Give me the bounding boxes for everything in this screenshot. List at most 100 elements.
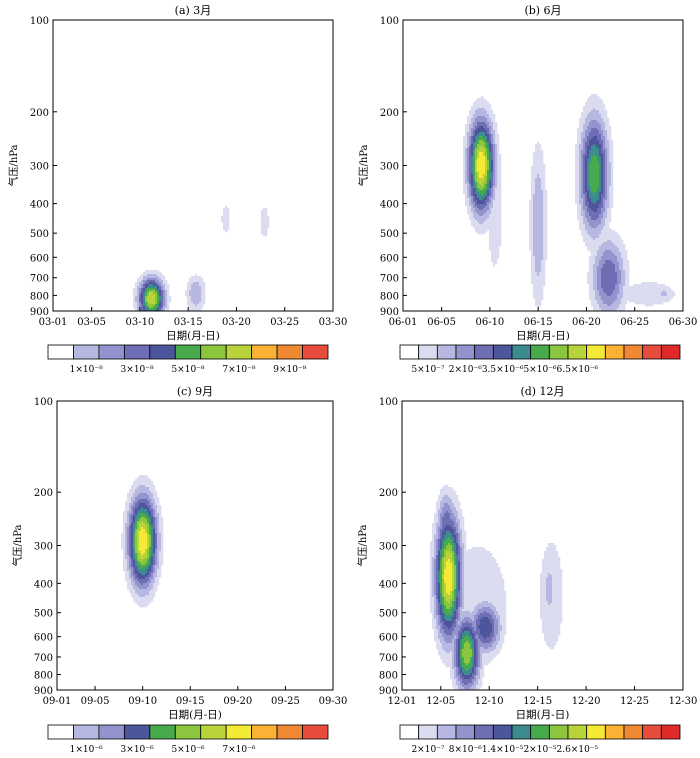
colorbar-label: 5×10⁻⁷ xyxy=(411,365,444,375)
colorbar-cell xyxy=(567,344,588,360)
colorbar-cell xyxy=(123,724,151,740)
colorbar-cell xyxy=(174,344,202,360)
colorbar-cell xyxy=(548,724,569,740)
colorbar-cell xyxy=(174,724,202,740)
colorbar-label: 2.6×10⁻⁵ xyxy=(556,745,598,755)
colorbar-label: 3×10⁻⁶ xyxy=(121,745,154,755)
colorbar-cell xyxy=(276,344,303,360)
y-tick-label: 800 xyxy=(34,671,53,682)
y-tick-label: 400 xyxy=(380,200,399,211)
colorbar-cell xyxy=(530,344,550,360)
y-tick-label: 600 xyxy=(30,253,49,264)
colorbar-label: 2×10⁻⁶ xyxy=(449,365,482,375)
y-tick-label: 700 xyxy=(30,274,49,285)
x-tick-label: 09-01 xyxy=(43,696,72,707)
colorbar-cell xyxy=(251,344,278,360)
colorbar-cell xyxy=(604,344,625,360)
panel-09: (c) 9月 100 200 300 400 500 600 700 800 900 气压/hPa 0… xyxy=(11,385,347,755)
colorbar-label: 2×10⁻⁵ xyxy=(523,745,556,755)
y-tick-label: 200 xyxy=(30,108,49,119)
y-tick-label: 100 xyxy=(34,397,53,408)
panel-title: (c) 9月 xyxy=(177,385,213,398)
colorbar-cell xyxy=(660,724,681,740)
heatmap-field xyxy=(463,94,676,311)
y-tick-label: 100 xyxy=(379,397,398,408)
x-tick-label: 12-05 xyxy=(426,696,455,707)
y-tick-label: 600 xyxy=(379,633,398,644)
y-axis-label: 气压/hPa xyxy=(357,144,370,186)
colorbar-cell xyxy=(98,344,125,360)
y-tick-label: 500 xyxy=(379,609,398,620)
heatmap-field xyxy=(430,485,563,690)
colorbar-cell xyxy=(455,344,476,360)
colorbar-cell xyxy=(548,344,569,360)
colorbar-cell xyxy=(73,344,100,360)
colorbar-cell xyxy=(530,724,550,740)
y-tick-label: 300 xyxy=(34,542,53,553)
colorbar-label: 5×10⁻⁶ xyxy=(523,365,556,375)
x-tick-label: 12-30 xyxy=(669,696,698,707)
colorbar-cell xyxy=(302,344,329,360)
x-tick-label: 09-25 xyxy=(271,696,300,707)
colorbar-cell xyxy=(149,724,176,740)
colorbar-cell xyxy=(418,724,438,740)
x-tick-label: 03-01 xyxy=(39,317,68,328)
colorbar-cell xyxy=(586,724,606,740)
x-tick-label: 03-30 xyxy=(319,317,348,328)
colorbar-cell xyxy=(492,724,513,740)
colorbar-cell xyxy=(200,724,227,740)
x-tick-label: 06-20 xyxy=(572,317,601,328)
y-tick-label: 100 xyxy=(380,16,399,27)
y-tick-label: 200 xyxy=(379,488,398,499)
colorbar-label: 5×10⁻⁶ xyxy=(171,745,204,755)
x-tick-label: 06-25 xyxy=(620,317,649,328)
colorbar-cell xyxy=(604,724,625,740)
colorbar-cell xyxy=(302,724,329,740)
colorbar-cell xyxy=(200,344,227,360)
colorbar-label: 5×10⁻⁸ xyxy=(171,365,204,375)
y-tick-label: 600 xyxy=(34,633,53,644)
panel-title: (d) 12月 xyxy=(520,385,564,398)
x-tick-label: 09-30 xyxy=(319,696,348,707)
colorbar-cell xyxy=(225,344,253,360)
colorbar-cell xyxy=(474,724,494,740)
x-tick-label: 06-05 xyxy=(427,317,456,328)
x-tick-label: 03-25 xyxy=(270,317,299,328)
y-tick-label: 800 xyxy=(379,671,398,682)
colorbar-cell xyxy=(418,344,438,360)
colorbar-cell xyxy=(251,724,278,740)
y-tick-label: 500 xyxy=(380,229,399,240)
y-tick-label: 100 xyxy=(30,16,49,27)
y-tick-label: 900 xyxy=(30,307,49,318)
colorbar: 5×10⁻⁷ 2×10⁻⁶ 3.5×10⁻⁶ 5×10⁻⁶ 6.5×10⁻⁶ xyxy=(399,344,681,375)
colorbar-label: 2×10⁻⁷ xyxy=(411,745,444,755)
colorbar-cell xyxy=(623,724,644,740)
heatmap-field xyxy=(133,206,270,311)
y-tick-label: 300 xyxy=(30,162,49,173)
x-tick-label: 12-10 xyxy=(475,696,504,707)
x-tick-label: 03-20 xyxy=(222,317,251,328)
y-tick-label: 300 xyxy=(380,162,399,173)
colorbar-cell xyxy=(73,724,100,740)
x-tick-label: 03-15 xyxy=(174,317,203,328)
y-tick-label: 900 xyxy=(34,686,53,697)
x-tick-label: 09-15 xyxy=(176,696,205,707)
colorbar-cell xyxy=(474,344,494,360)
colorbar-cell xyxy=(225,724,253,740)
x-tick-label: 09-05 xyxy=(81,696,110,707)
colorbar-label: 6.5×10⁻⁶ xyxy=(556,365,598,375)
y-tick-label: 400 xyxy=(30,200,49,211)
x-axis-label: 日期(月-日) xyxy=(516,330,570,342)
y-tick-label: 900 xyxy=(379,686,398,697)
colorbar-cell xyxy=(511,344,532,360)
x-tick-label: 03-05 xyxy=(77,317,106,328)
y-axis-label: 气压/hPa xyxy=(11,524,24,566)
colorbar-cell xyxy=(642,724,662,740)
x-tick-label: 06-01 xyxy=(389,317,418,328)
x-tick-label: 09-20 xyxy=(223,696,252,707)
y-tick-label: 300 xyxy=(379,542,398,553)
y-tick-label: 400 xyxy=(34,579,53,590)
colorbar-cell xyxy=(436,344,457,360)
x-tick-label: 06-10 xyxy=(475,317,504,328)
